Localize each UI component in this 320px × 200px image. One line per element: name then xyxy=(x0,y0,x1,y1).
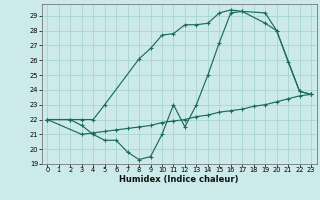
X-axis label: Humidex (Indice chaleur): Humidex (Indice chaleur) xyxy=(119,175,239,184)
